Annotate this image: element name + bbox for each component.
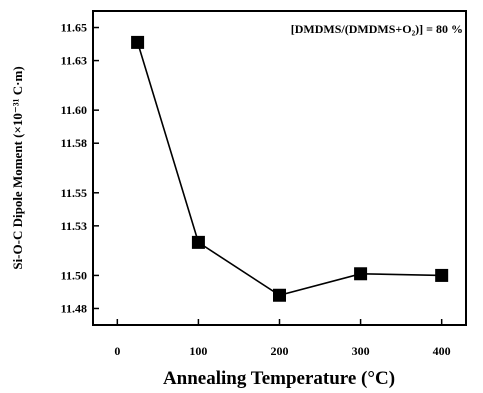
data-point-marker [354, 267, 368, 281]
data-point-marker [191, 235, 205, 249]
data-point-marker [131, 35, 145, 49]
x-axis-ticks: 0 100 200 300 400 [114, 319, 451, 358]
y-tick-label: 11.50 [61, 268, 87, 282]
x-tick-label: 100 [189, 344, 207, 358]
data-point-marker [273, 288, 286, 302]
x-tick-label: 0 [114, 344, 120, 358]
y-axis-title: Si-O-C Dipole Moment (×10⁻³¹ C·m) [10, 66, 25, 269]
annotation-label: [DMDMS/(DMDMS+O₂)] = 80 % [291, 22, 463, 36]
x-tick-label: 300 [352, 344, 370, 358]
x-tick-label: 400 [433, 344, 451, 358]
series-line [136, 42, 442, 297]
data-point-marker [435, 268, 449, 282]
y-tick-label: 11.48 [61, 301, 87, 315]
y-tick-label: 11.55 [61, 186, 87, 200]
y-tick-label: 11.58 [61, 136, 87, 150]
y-tick-label: 11.60 [61, 103, 87, 117]
y-tick-label: 11.53 [61, 219, 87, 233]
y-tick-label: 11.65 [61, 21, 87, 35]
x-axis-title: Annealing Temperature (°C) [163, 368, 395, 389]
y-axis-ticks: 11.48 11.50 11.53 11.55 11.58 11.60 11.63 11.65 [61, 21, 99, 315]
x-tick-label: 200 [271, 344, 289, 358]
y-tick-label: 11.63 [61, 54, 87, 68]
series-markers [131, 35, 449, 302]
plot-frame [92, 10, 467, 326]
